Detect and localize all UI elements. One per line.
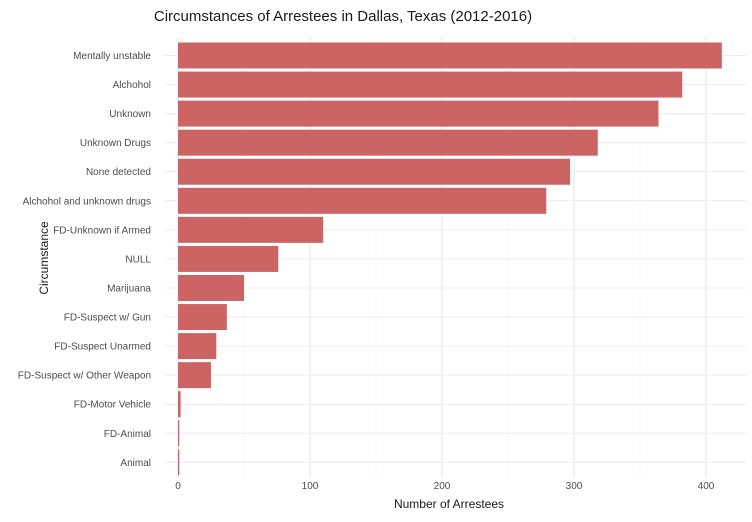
y-tick-label: Mentally unstable [73, 51, 151, 62]
y-axis-label: Circumstance [37, 221, 51, 295]
y-tick-label: Marijuana [107, 283, 151, 294]
bars [178, 42, 722, 476]
bar [178, 449, 180, 476]
x-tick-label: 0 [175, 481, 181, 492]
y-tick-label: NULL [125, 254, 151, 265]
bar [178, 129, 598, 156]
y-tick-label: None detected [86, 167, 151, 178]
x-axis-label: Number of Arrestees [394, 497, 504, 511]
bar [178, 420, 180, 447]
y-tick-label: Unknown [109, 109, 151, 120]
bar [178, 245, 279, 272]
y-tick-label: Alchohol [113, 80, 151, 91]
y-tick-label: Unknown Drugs [80, 138, 151, 149]
bar [178, 187, 547, 214]
x-tick-label: 200 [434, 481, 451, 492]
y-tick-label: FD-Suspect w/ Other Weapon [18, 371, 151, 382]
y-tick-label: Alchohol and unknown drugs [23, 196, 151, 207]
y-tick-label: FD-Animal [104, 429, 151, 440]
bar [178, 304, 227, 331]
y-tick-label: Animal [120, 458, 151, 469]
bar [178, 71, 683, 98]
x-tick-labels: 0 100 200 300 400 [175, 481, 715, 492]
bar [178, 100, 659, 127]
bar [178, 158, 571, 185]
y-tick-label: FD-Suspect Unarmed [54, 342, 151, 353]
x-tick-label: 300 [566, 481, 583, 492]
y-tick-label: FD-Unknown if Armed [53, 225, 151, 236]
bar [178, 391, 181, 418]
y-tick-label: FD-Suspect w/ Gun [64, 313, 151, 324]
bar [178, 216, 324, 243]
bar [178, 274, 244, 301]
bar [178, 362, 211, 389]
y-tick-labels: Mentally unstable Alchohol Unknown Unknown … [18, 51, 152, 469]
bar [178, 333, 217, 360]
bar [178, 42, 722, 69]
x-tick-label: 400 [698, 481, 715, 492]
x-tick-label: 100 [302, 481, 319, 492]
y-tick-label: FD-Motor Vehicle [74, 400, 152, 411]
chart-title: Circumstances of Arrestees in Dallas, Te… [154, 8, 532, 25]
